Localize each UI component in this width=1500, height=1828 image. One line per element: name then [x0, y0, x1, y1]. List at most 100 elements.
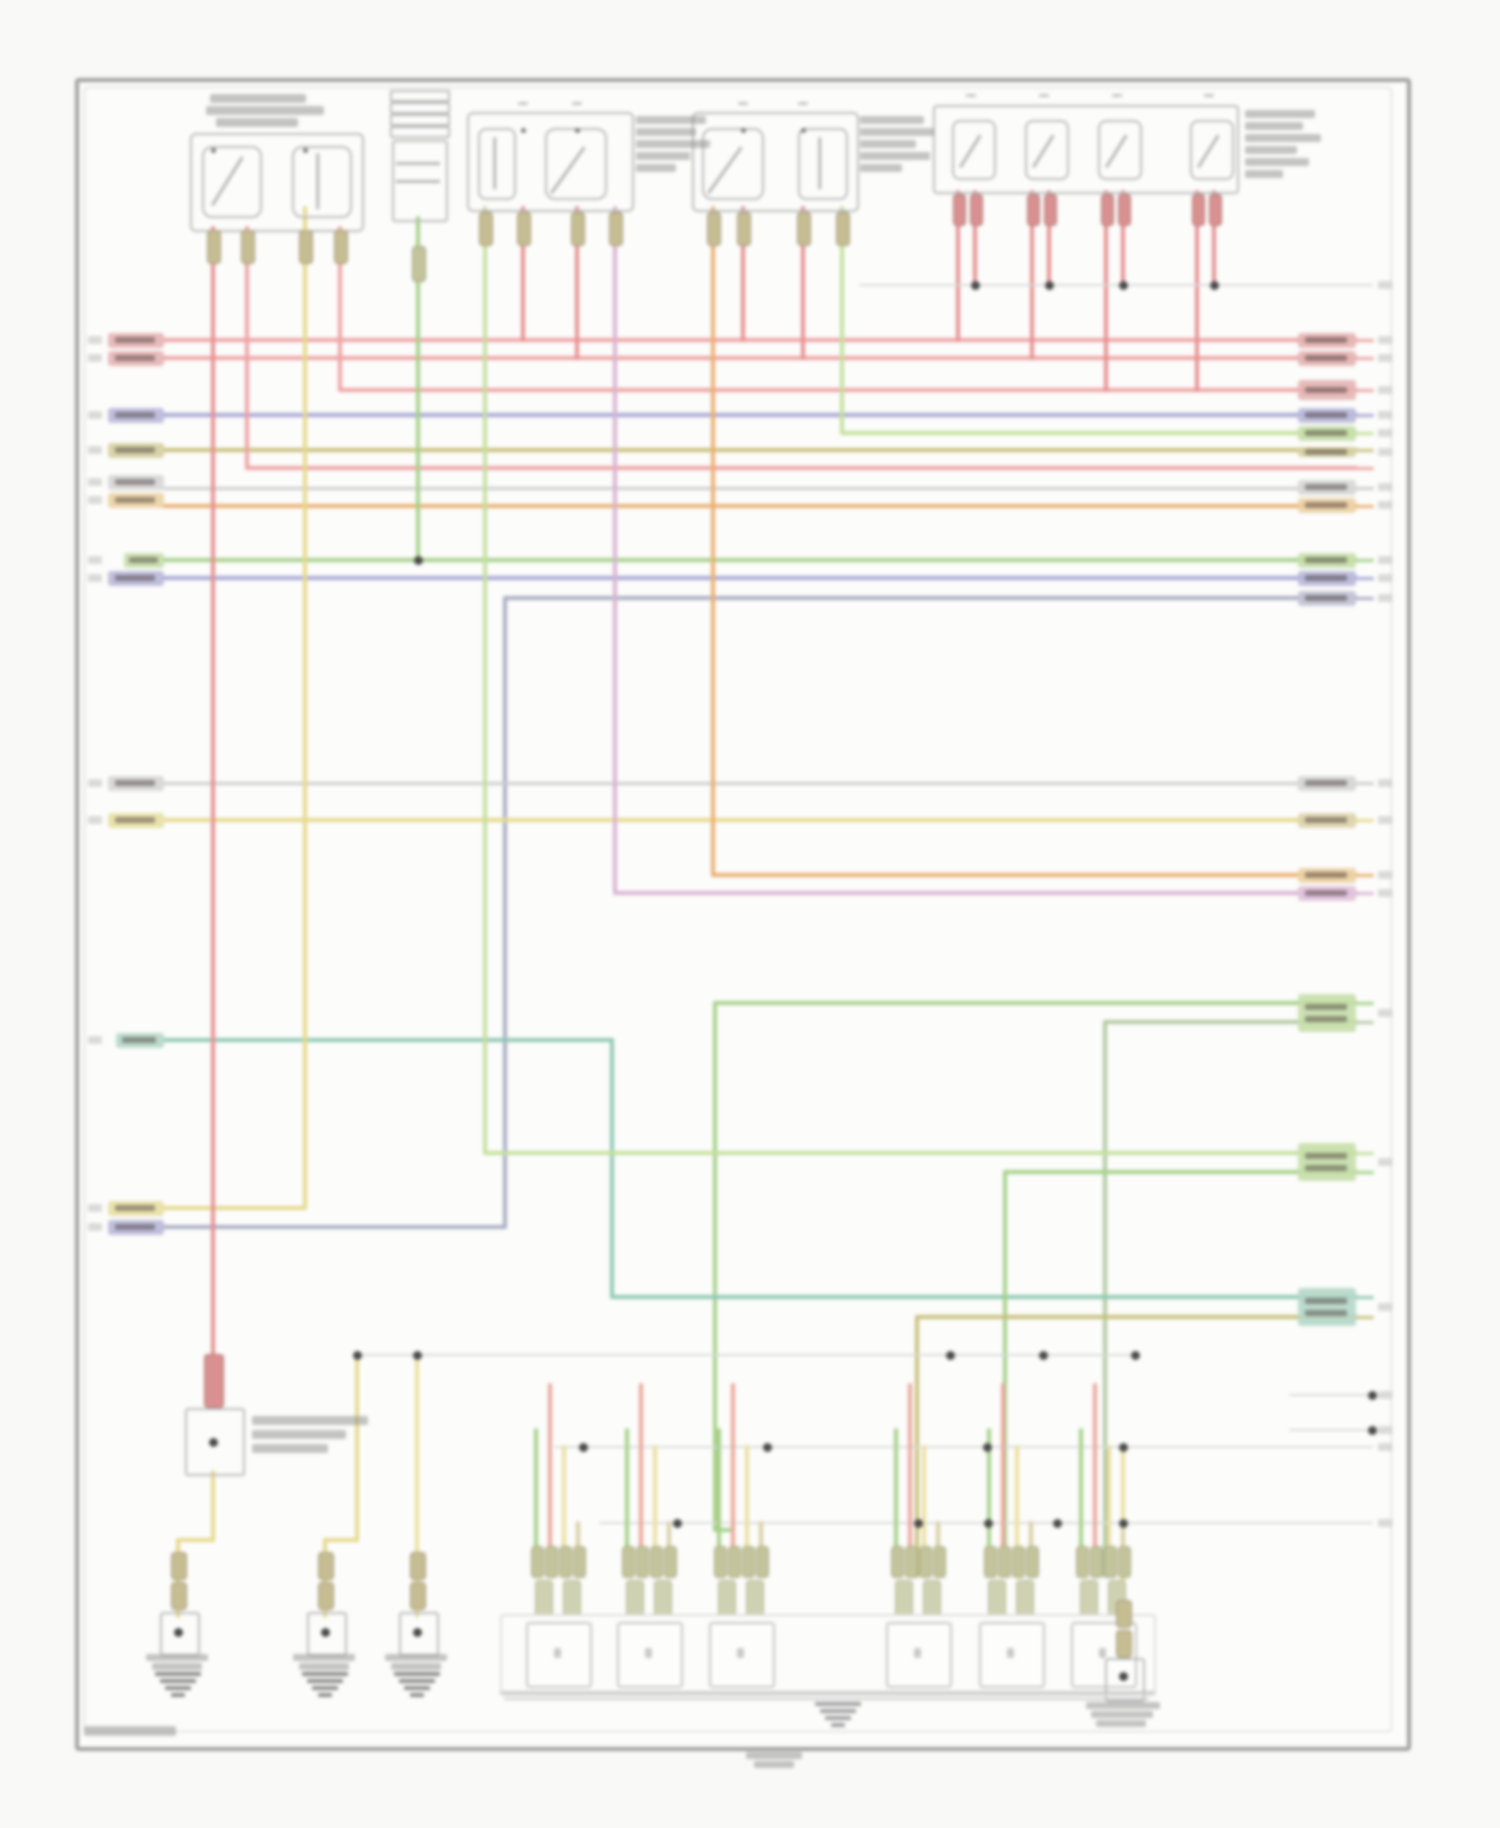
relay-1b — [292, 146, 352, 218]
connector-blob — [1026, 194, 1040, 226]
label-text-smudge — [1304, 430, 1347, 436]
injector-bundle-wire — [562, 1445, 566, 1578]
injector-connector — [530, 1546, 544, 1578]
ground-symbol — [155, 1672, 201, 1676]
label-text-smudge — [121, 1037, 157, 1043]
pin-number-mark — [88, 354, 102, 362]
injector-connector — [1089, 1546, 1103, 1578]
junction-dot — [320, 1627, 330, 1637]
fuse-panel — [933, 105, 1239, 194]
label-text-smudge — [1304, 449, 1347, 455]
text-smudge — [216, 118, 298, 127]
rail-2 — [504, 1698, 1149, 1700]
junction-dot — [1118, 1442, 1128, 1452]
pin-number-mark — [88, 411, 102, 419]
connector-blob — [318, 1552, 334, 1580]
connector-blob — [952, 194, 966, 226]
injector-bundle-wire — [1093, 1383, 1097, 1578]
connector-blob — [737, 212, 751, 246]
junction-dot — [1367, 1390, 1377, 1400]
left-wire-label — [108, 1200, 164, 1216]
wire-red-468 — [245, 226, 249, 470]
injector-row-container — [500, 1614, 1156, 1696]
fuse-wire-6 — [1121, 190, 1125, 287]
connector-blob — [479, 212, 493, 246]
injector-connector-2 — [1016, 1580, 1034, 1616]
injector-connector — [1025, 1546, 1039, 1578]
edge-stub — [1354, 1001, 1374, 1005]
injector-connector-2 — [563, 1580, 581, 1616]
text-smudge — [966, 94, 976, 97]
text-smudge — [252, 1444, 328, 1453]
label-text-smudge — [1304, 595, 1347, 601]
label-text-smudge — [1304, 337, 1347, 343]
injector-connector — [544, 1546, 558, 1578]
text-smudge — [84, 1726, 176, 1736]
text-smudge — [252, 1430, 346, 1439]
text-smudge — [210, 94, 306, 103]
label-text-smudge — [1304, 1297, 1347, 1304]
bus-blue-2 — [162, 576, 1358, 580]
fuse-wire-5 — [1104, 190, 1108, 392]
junction-dot — [1044, 280, 1054, 290]
pin-number-mark — [88, 556, 102, 564]
pin-number-mark — [88, 336, 102, 344]
pin-number-mark — [1378, 281, 1392, 289]
injector-number — [737, 1648, 744, 1658]
edge-stub — [1354, 388, 1374, 392]
text-smudge — [1039, 94, 1049, 97]
label-text-smudge — [1304, 502, 1347, 508]
bus-red-1 — [162, 338, 1358, 342]
bus-gray-2 — [162, 781, 1358, 785]
connector-blob — [1100, 194, 1114, 226]
edge-stub — [1354, 818, 1374, 822]
injector-connector-2 — [535, 1580, 553, 1616]
injector-connector — [1075, 1546, 1089, 1578]
pin-dot — [800, 127, 806, 133]
pin-number-mark — [88, 779, 102, 787]
ground-symbol — [302, 1672, 348, 1676]
injector-bundle-wire — [717, 1428, 721, 1578]
junction-dot — [173, 1627, 183, 1637]
fuse-wire-4 — [1047, 190, 1051, 287]
junction-dot — [1038, 1350, 1048, 1360]
edge-stub — [1354, 338, 1374, 342]
label-text-smudge — [1304, 872, 1347, 878]
wire-green-433 — [840, 431, 1358, 435]
edge-stub — [1354, 413, 1374, 417]
connector-blob — [410, 1552, 426, 1580]
junction-dot — [352, 1350, 362, 1360]
edge-stub — [1354, 873, 1374, 877]
text-smudge — [293, 1654, 355, 1661]
injector-number — [645, 1648, 652, 1658]
text-smudge — [572, 102, 582, 105]
right-wire-label — [1298, 812, 1356, 828]
right-wire-label — [1298, 407, 1356, 423]
text-smudge — [636, 164, 676, 172]
label-text-smudge — [114, 337, 156, 343]
edge-stub — [1354, 356, 1374, 360]
connector-blob — [318, 1582, 334, 1610]
wire-teal — [162, 1038, 614, 1042]
right-wire-label — [1298, 350, 1356, 366]
component-glyph-line — [396, 180, 440, 183]
left-wire-label — [108, 1219, 164, 1235]
pin-number-mark — [1378, 1443, 1392, 1451]
wire-green-433 — [840, 206, 844, 435]
relay-3-switch — [702, 128, 764, 200]
junction-dot — [1052, 1518, 1062, 1528]
right-wire-label — [1298, 1143, 1356, 1181]
connector-blob — [517, 212, 531, 246]
wire-green-b — [1003, 1170, 1007, 1578]
injector-box-4 — [886, 1622, 952, 1688]
injector-connector-2 — [923, 1580, 941, 1616]
connector-blob — [1116, 1600, 1132, 1628]
component-glyph-line — [493, 137, 497, 190]
connector-blob — [836, 212, 850, 246]
pin-number-mark — [1378, 1391, 1392, 1399]
ground-symbol — [825, 1716, 851, 1720]
pin-number-mark — [1378, 574, 1392, 582]
component-glyph-line — [316, 153, 320, 210]
ground-symbol — [815, 1702, 861, 1706]
relay-box-3 — [692, 112, 859, 212]
